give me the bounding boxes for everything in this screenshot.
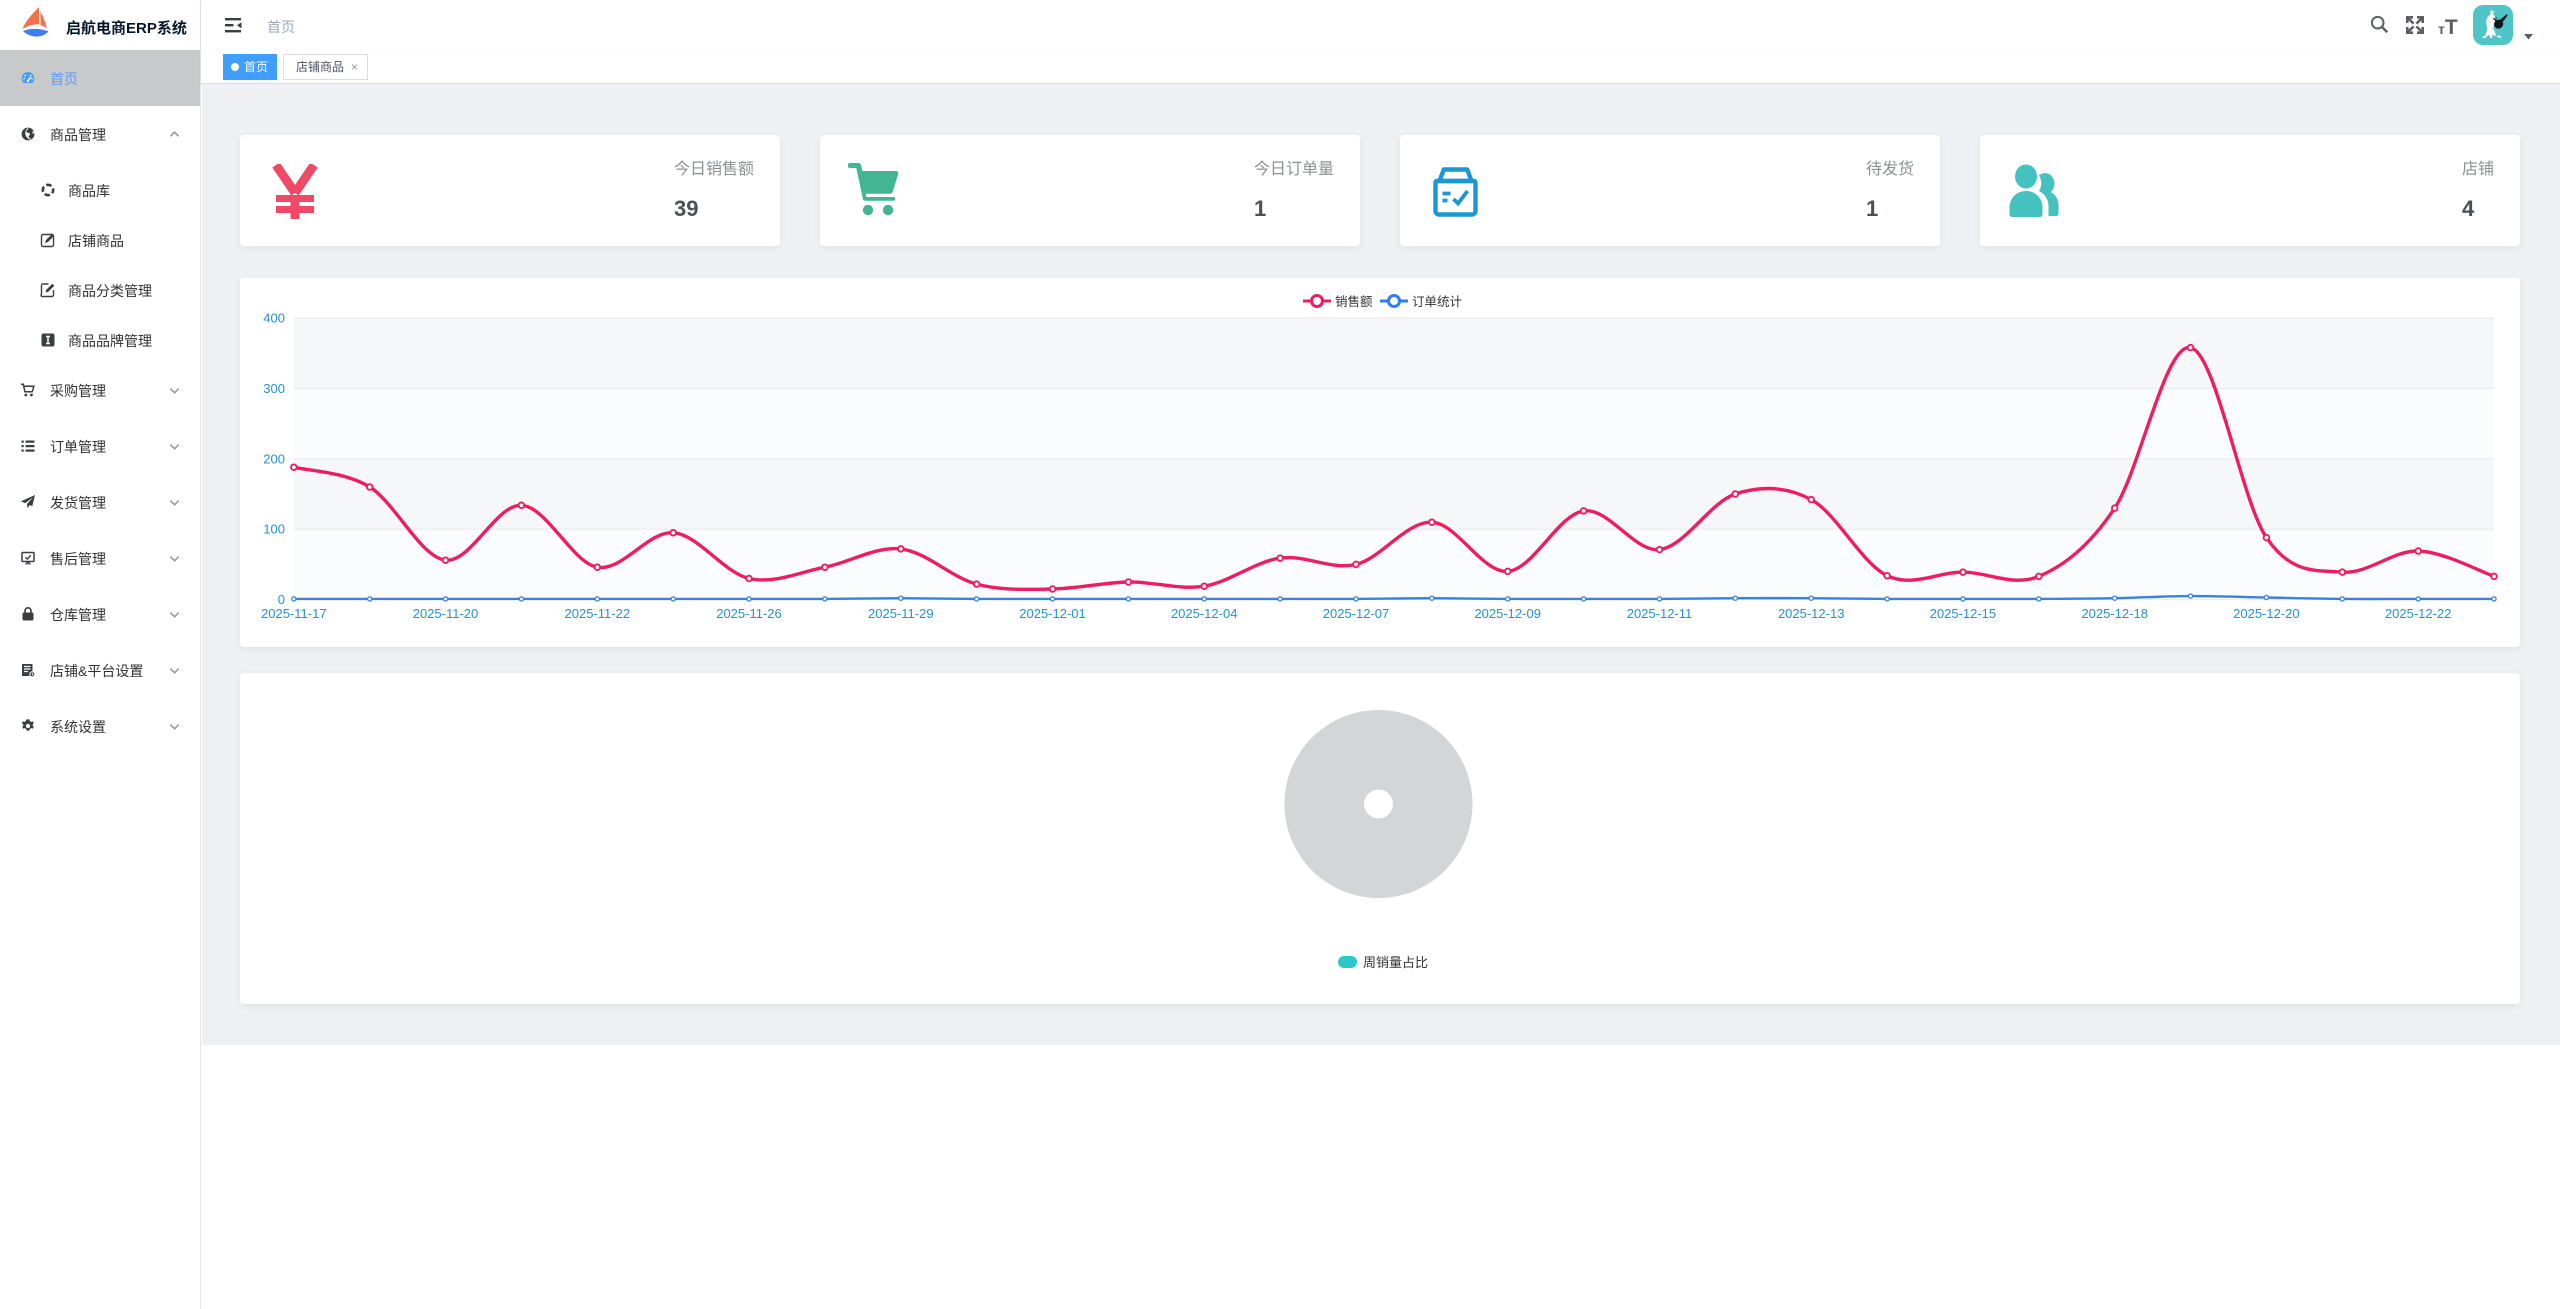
- svg-text:400: 400: [263, 308, 285, 327]
- svg-text:2025-12-20: 2025-12-20: [2233, 603, 2300, 622]
- svg-text:0: 0: [278, 589, 285, 608]
- svg-text:2025-12-07: 2025-12-07: [1323, 603, 1390, 622]
- svg-text:订单统计: 订单统计: [1412, 291, 1462, 310]
- svg-text:周销量占比: 周销量占比: [1363, 952, 1428, 971]
- svg-text:2025-11-17: 2025-11-17: [261, 603, 327, 622]
- svg-text:2025-11-22: 2025-11-22: [565, 603, 631, 622]
- svg-text:销售额: 销售额: [1335, 291, 1373, 310]
- svg-text:2025-12-18: 2025-12-18: [2081, 603, 2148, 622]
- svg-text:300: 300: [263, 378, 285, 397]
- svg-text:2025-12-13: 2025-12-13: [1778, 603, 1845, 622]
- svg-text:2025-12-09: 2025-12-09: [1474, 603, 1541, 622]
- svg-text:2025-11-29: 2025-11-29: [868, 603, 934, 622]
- svg-text:100: 100: [263, 519, 285, 538]
- svg-text:200: 200: [263, 448, 285, 467]
- svg-text:2025-12-22: 2025-12-22: [2385, 603, 2452, 622]
- svg-text:2025-12-04: 2025-12-04: [1171, 603, 1238, 622]
- svg-text:2025-11-26: 2025-11-26: [716, 603, 782, 622]
- svg-text:2025-12-01: 2025-12-01: [1019, 603, 1086, 622]
- svg-text:2025-11-20: 2025-11-20: [413, 603, 479, 622]
- svg-text:2025-12-11: 2025-12-11: [1627, 603, 1693, 622]
- svg-text:2025-12-15: 2025-12-15: [1930, 603, 1997, 622]
